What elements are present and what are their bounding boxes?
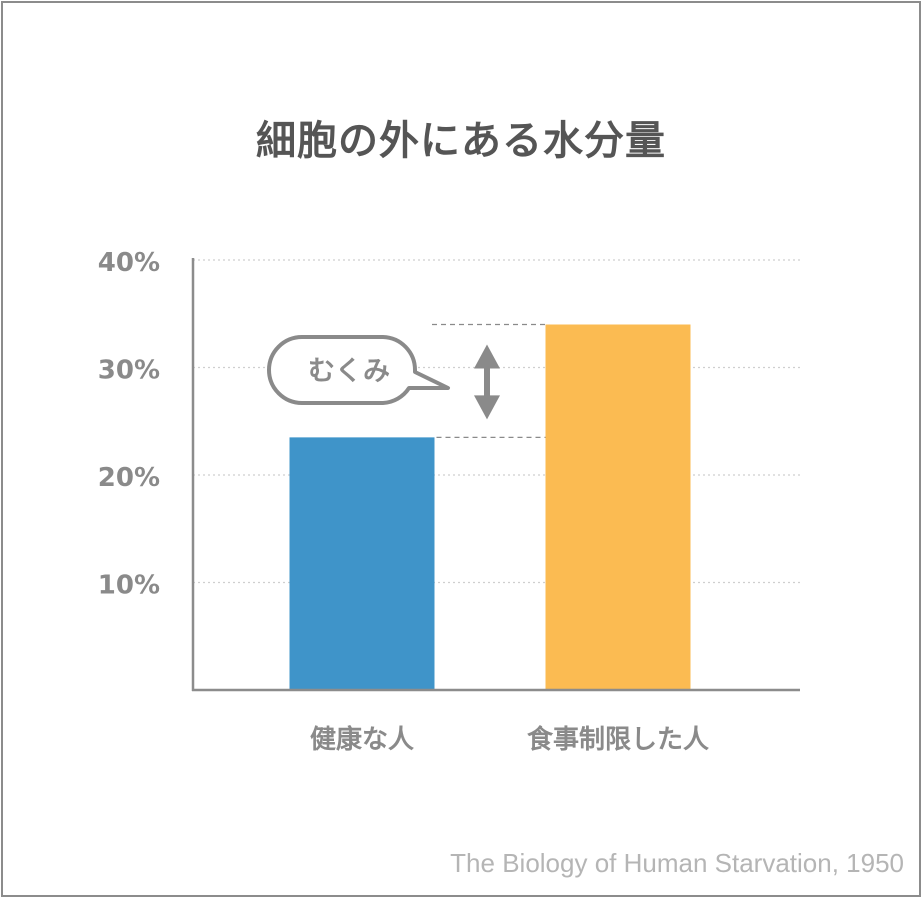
- y-tick-label: 40%: [98, 248, 160, 278]
- x-category-label: 食事制限した人: [527, 724, 709, 755]
- callout-label: むくみ: [308, 356, 390, 387]
- y-tick-label: 20%: [98, 463, 160, 493]
- y-tick-label: 30%: [98, 356, 160, 386]
- arrow-down-head-icon: [474, 395, 500, 420]
- chart-title: 細胞の外にある水分量: [256, 118, 666, 164]
- source-citation: The Biology of Human Starvation, 1950: [450, 848, 904, 878]
- bar-2: [545, 324, 691, 690]
- x-category-label: 健康な人: [310, 724, 414, 755]
- arrow-up-head-icon: [474, 344, 500, 369]
- y-tick-label: 10%: [98, 571, 160, 601]
- callout-bubble: [267, 335, 450, 405]
- bar-1: [289, 437, 435, 690]
